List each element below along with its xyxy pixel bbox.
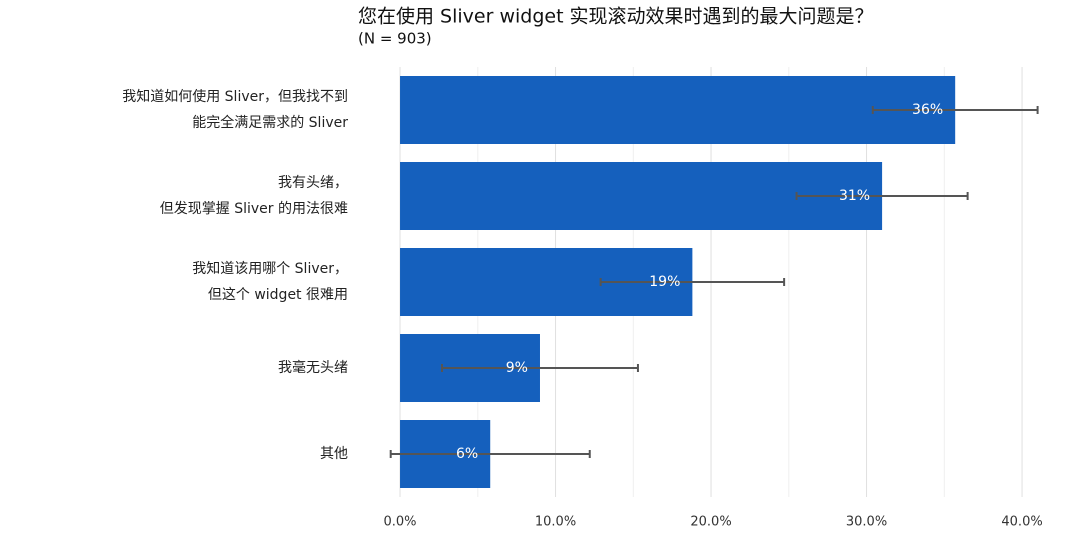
category-label: 我知道如何使用 Sliver，但我找不到 能完全满足需求的 Sliver	[122, 89, 348, 131]
x-tick-label: 30.0%	[846, 515, 887, 530]
x-tick-label: 40.0%	[1001, 515, 1042, 530]
chart-subtitle: (N = 903)	[358, 30, 432, 48]
value-label: 9%	[506, 360, 528, 376]
x-tick-label: 20.0%	[690, 515, 731, 530]
x-tick-label: 10.0%	[535, 515, 576, 530]
category-label: 我毫无头绪	[278, 360, 348, 376]
category-label: 我知道该用哪个 Sliver， 但这个 widget 很难用	[192, 261, 348, 303]
chart-title: 您在使用 Sliver widget 实现滚动效果时遇到的最大问题是？	[358, 6, 874, 28]
value-label: 36%	[912, 102, 943, 118]
category-label: 我有头绪， 但发现掌握 Sliver 的用法很难	[159, 175, 348, 217]
value-label: 31%	[839, 188, 870, 204]
value-label: 6%	[456, 446, 478, 462]
category-label: 其他	[320, 446, 348, 462]
x-tick-label: 0.0%	[384, 515, 417, 530]
value-label: 19%	[649, 274, 680, 290]
bar	[400, 76, 956, 144]
